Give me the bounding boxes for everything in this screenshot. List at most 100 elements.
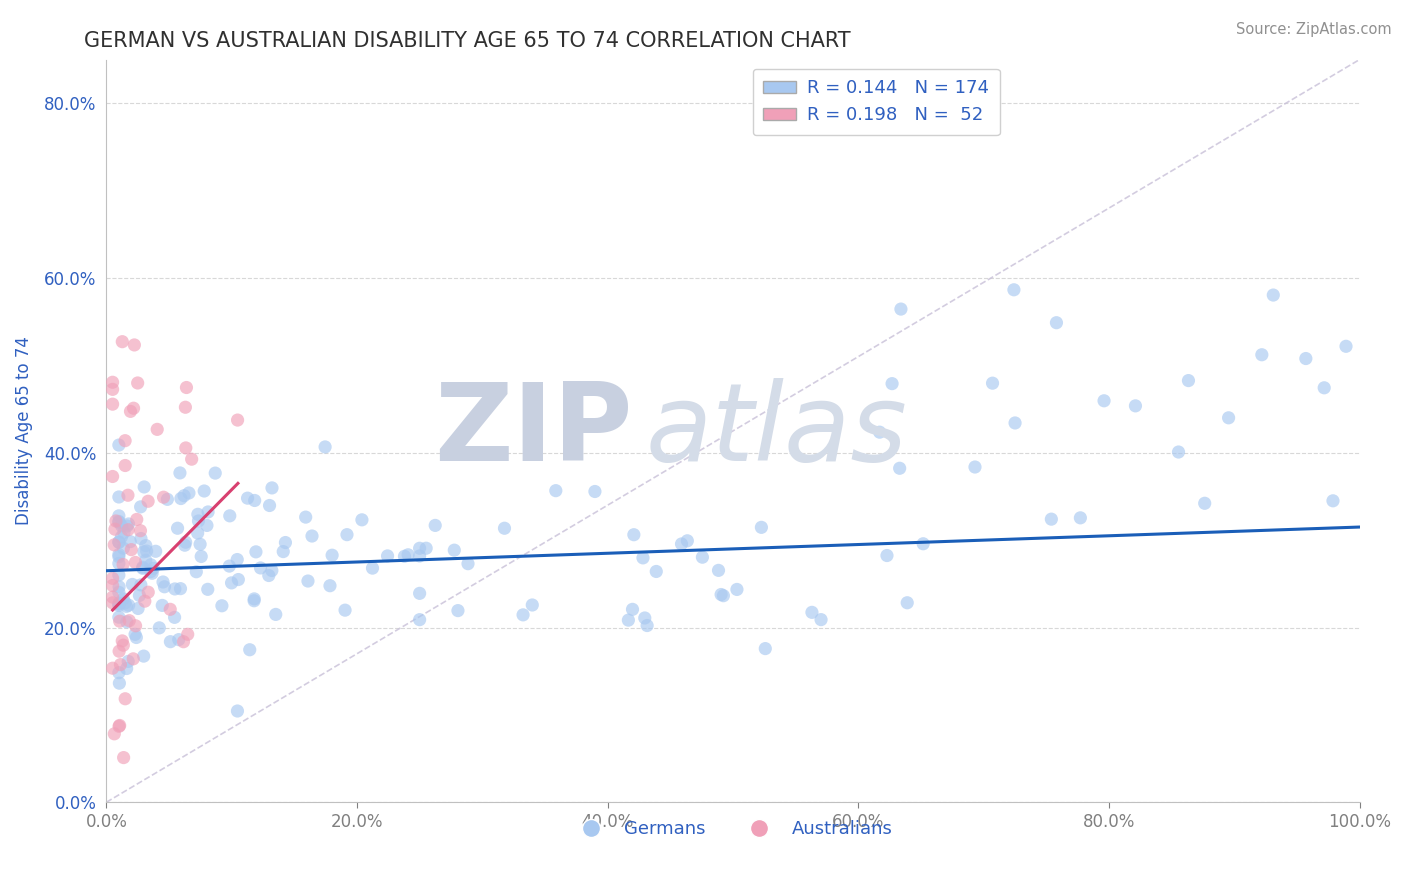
- Point: [124, 627, 146, 641]
- Point: [1002, 283, 1025, 297]
- Point: [108, 535, 131, 549]
- Point: [1313, 381, 1336, 395]
- Point: [1040, 512, 1063, 526]
- Point: [166, 521, 188, 535]
- Point: [751, 520, 773, 534]
- Point: [408, 541, 430, 556]
- Point: [243, 591, 266, 606]
- Text: GERMAN VS AUSTRALIAN DISABILITY AGE 65 TO 74 CORRELATION CHART: GERMAN VS AUSTRALIAN DISABILITY AGE 65 T…: [84, 31, 851, 51]
- Point: [1125, 399, 1147, 413]
- Point: [447, 604, 470, 618]
- Point: [226, 704, 249, 718]
- Point: [260, 564, 283, 578]
- Point: [124, 338, 146, 352]
- Point: [197, 582, 219, 597]
- Point: [890, 301, 912, 316]
- Point: [112, 541, 135, 556]
- Point: [135, 544, 157, 558]
- Point: [134, 594, 156, 608]
- Point: [108, 585, 131, 599]
- Point: [146, 422, 169, 436]
- Point: [110, 518, 132, 533]
- Point: [118, 599, 141, 613]
- Point: [101, 596, 124, 610]
- Point: [136, 494, 159, 508]
- Point: [163, 582, 186, 596]
- Point: [115, 519, 138, 533]
- Point: [101, 382, 124, 396]
- Point: [115, 661, 138, 675]
- Point: [145, 544, 167, 558]
- Point: [1004, 416, 1026, 430]
- Point: [108, 614, 131, 628]
- Point: [153, 580, 176, 594]
- Point: [117, 488, 139, 502]
- Point: [135, 539, 157, 553]
- Point: [186, 565, 208, 579]
- Point: [314, 440, 336, 454]
- Point: [174, 535, 197, 549]
- Point: [129, 578, 152, 592]
- Point: [117, 516, 139, 531]
- Point: [101, 661, 124, 675]
- Point: [243, 493, 266, 508]
- Point: [101, 590, 124, 604]
- Point: [218, 508, 240, 523]
- Point: [617, 613, 640, 627]
- Point: [301, 529, 323, 543]
- Point: [243, 593, 266, 607]
- Point: [634, 611, 657, 625]
- Point: [692, 550, 714, 565]
- Point: [167, 632, 190, 647]
- Point: [274, 535, 297, 549]
- Point: [259, 499, 281, 513]
- Point: [112, 525, 135, 540]
- Point: [361, 561, 384, 575]
- Point: [120, 542, 142, 557]
- Point: [108, 596, 131, 610]
- Point: [108, 580, 131, 594]
- Point: [425, 518, 447, 533]
- Point: [108, 515, 131, 529]
- Point: [177, 486, 200, 500]
- Point: [108, 610, 131, 624]
- Text: Source: ZipAtlas.com: Source: ZipAtlas.com: [1236, 22, 1392, 37]
- Point: [880, 376, 903, 391]
- Point: [896, 596, 918, 610]
- Point: [180, 452, 202, 467]
- Point: [103, 538, 125, 552]
- Point: [204, 466, 226, 480]
- Point: [108, 599, 131, 613]
- Point: [169, 466, 191, 480]
- Point: [512, 607, 534, 622]
- Point: [294, 510, 316, 524]
- Point: [218, 559, 240, 574]
- Point: [110, 530, 132, 544]
- Point: [112, 591, 135, 606]
- Point: [1167, 445, 1189, 459]
- Point: [124, 556, 146, 570]
- Point: [1069, 511, 1091, 525]
- Point: [1218, 410, 1240, 425]
- Point: [108, 557, 131, 571]
- Point: [177, 627, 200, 641]
- Point: [211, 599, 233, 613]
- Point: [800, 605, 823, 619]
- Point: [321, 548, 343, 562]
- Point: [754, 641, 776, 656]
- Point: [981, 376, 1004, 391]
- Point: [336, 527, 359, 541]
- Point: [260, 481, 283, 495]
- Point: [108, 548, 131, 562]
- Point: [134, 480, 156, 494]
- Point: [108, 644, 131, 658]
- Point: [108, 719, 131, 733]
- Point: [159, 634, 181, 648]
- Point: [1092, 393, 1115, 408]
- Point: [257, 568, 280, 582]
- Point: [111, 334, 134, 349]
- Legend: Germans, Australians: Germans, Australians: [565, 813, 900, 846]
- Point: [129, 524, 152, 538]
- Point: [415, 541, 437, 556]
- Text: ZIP: ZIP: [434, 378, 633, 484]
